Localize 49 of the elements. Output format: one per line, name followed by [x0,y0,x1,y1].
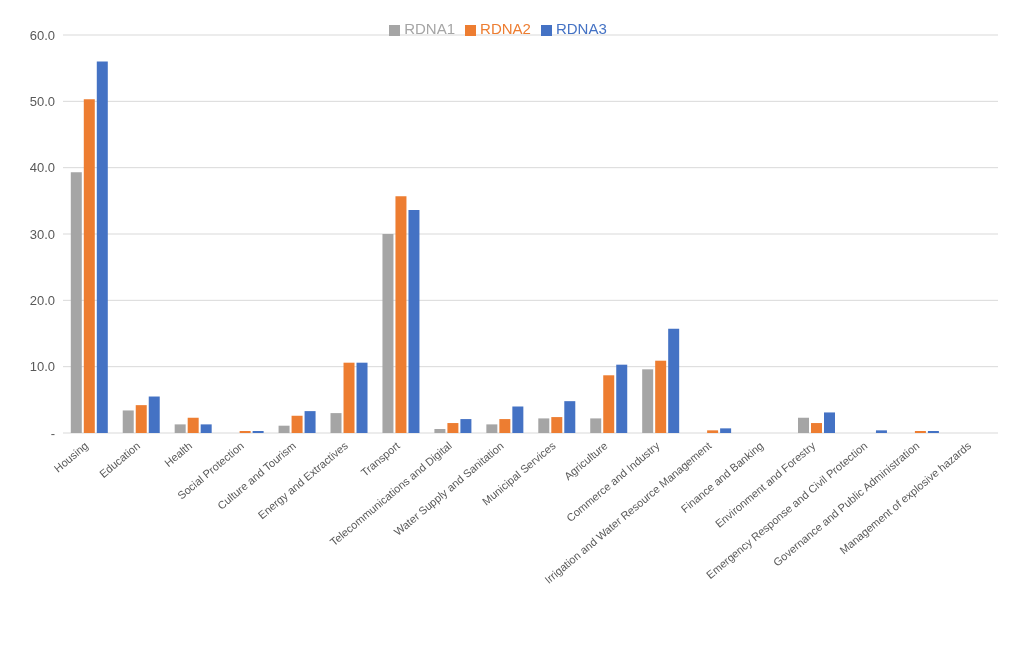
bar [707,430,719,433]
bar [798,417,810,433]
legend-label: RDNA2 [480,20,531,37]
bar [551,417,563,433]
bar [408,210,420,433]
bar [564,401,576,433]
bar [642,369,654,433]
bar [70,172,82,433]
bar [135,405,147,433]
y-tick-label: 50.0 [29,93,55,109]
bar [486,424,498,433]
y-tick-label: - [50,425,55,441]
y-tick-label: 30.0 [29,226,55,242]
bar [811,423,823,433]
y-tick-label: 60.0 [29,27,55,43]
legend-label: RDNA3 [555,20,607,37]
bar [96,61,108,433]
bar [330,413,342,433]
bar [603,375,615,433]
bar [460,419,472,433]
bar [382,234,394,433]
bar [395,196,407,433]
bar [616,364,628,433]
bar [824,412,836,433]
bar [291,415,303,433]
bar [590,418,602,433]
bar [499,419,511,433]
y-tick-label: 40.0 [29,160,55,176]
bar [356,362,368,433]
bar [83,99,95,433]
bar [148,396,160,433]
bar [434,429,446,433]
bar [720,428,732,433]
legend-label: RDNA1 [404,20,456,37]
bar [668,328,680,433]
bar [187,417,199,433]
bar [343,362,355,433]
y-tick-label: 10.0 [29,359,55,375]
y-tick-label: 20.0 [29,292,55,308]
bar [447,423,459,433]
bar [174,424,186,433]
bar [538,418,550,433]
bar [304,411,316,433]
bar [200,424,212,433]
bar [875,430,887,433]
bar [512,406,524,433]
bar [655,360,667,433]
bar [278,425,290,433]
bar [122,410,134,433]
